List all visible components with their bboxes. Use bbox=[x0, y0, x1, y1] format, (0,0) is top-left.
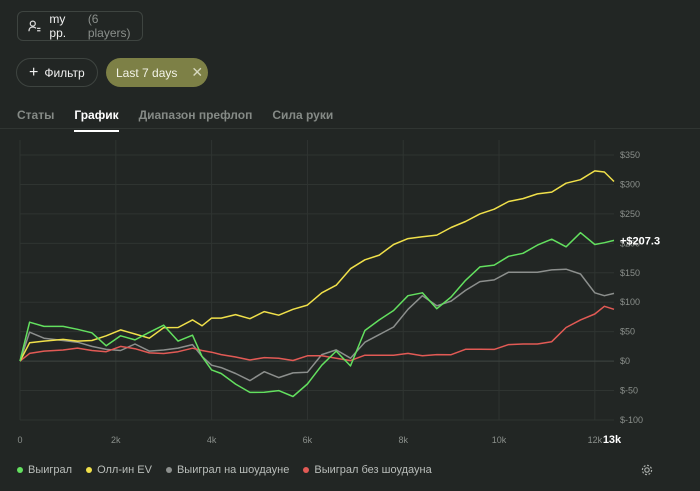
series-line bbox=[19, 231, 615, 398]
y-tick-label: $50 bbox=[620, 327, 635, 337]
legend-swatch-allin-ev bbox=[86, 467, 93, 473]
user-icon bbox=[28, 20, 41, 32]
y-tick-label: $100 bbox=[620, 297, 640, 307]
filter-button[interactable]: + Фильтр bbox=[16, 58, 98, 87]
x-tick-label: 4k bbox=[207, 435, 217, 445]
x-tick-label: 0 bbox=[17, 435, 22, 445]
legend-item-won[interactable]: Выиграл bbox=[17, 464, 72, 476]
tab-preflop-range[interactable]: Диапазон префлоп bbox=[138, 108, 253, 122]
x-tick-label: 6k bbox=[303, 435, 313, 445]
y-tick-label: $300 bbox=[620, 179, 640, 189]
legend-swatch-won bbox=[17, 467, 23, 473]
plus-icon: + bbox=[29, 63, 39, 81]
gear-icon[interactable] bbox=[640, 463, 654, 477]
x-tick-label: 12k bbox=[588, 435, 603, 445]
y-tick-label: $150 bbox=[620, 268, 640, 278]
winnings-chart[interactable]: 0 2k 4k 6k 8k 10k 12k 13k $350 $300 $250 $200 $150 $1… bbox=[0, 140, 700, 450]
legend-label-showdown: Выиграл на шоудауне bbox=[176, 464, 290, 476]
legend-swatch-showdown bbox=[165, 467, 172, 473]
y-tick-label: $200 bbox=[620, 238, 640, 248]
legend-label-won: Выиграл bbox=[28, 464, 73, 476]
x-current-label: 13k bbox=[603, 434, 622, 446]
filter-label: Фильтр bbox=[44, 65, 85, 80]
series-line bbox=[19, 305, 615, 362]
tab-graph[interactable]: График bbox=[74, 108, 119, 132]
y-tick-label: $0 bbox=[620, 356, 630, 366]
legend-item-showdown[interactable]: Выиграл на шоудауне bbox=[165, 464, 290, 476]
y-tick-label: $-50 bbox=[620, 386, 638, 396]
tab-bar: Статы График Диапазон префлоп Сила руки bbox=[17, 108, 333, 132]
x-tick-label: 10k bbox=[492, 435, 507, 445]
pool-player-count: (6 players) bbox=[87, 12, 131, 40]
legend-item-non-showdown[interactable]: Выиграл без шоудауна bbox=[303, 464, 432, 476]
tab-divider bbox=[0, 128, 700, 129]
y-tick-label: $250 bbox=[620, 209, 640, 219]
x-tick-label: 2k bbox=[111, 435, 121, 445]
date-range-chip[interactable]: Last 7 days ✕ bbox=[106, 58, 208, 87]
close-icon[interactable]: ✕ bbox=[191, 64, 204, 80]
legend-swatch-non-showdown bbox=[303, 467, 310, 473]
player-pool-button[interactable]: my pp. (6 players) bbox=[17, 11, 143, 41]
y-tick-label: $-100 bbox=[620, 415, 643, 425]
tab-stats[interactable]: Статы bbox=[17, 108, 55, 122]
series-line bbox=[19, 170, 615, 362]
pool-name: my pp. bbox=[49, 12, 67, 40]
series-line bbox=[19, 268, 615, 382]
date-range-label: Last 7 days bbox=[116, 65, 178, 80]
x-tick-label: 8k bbox=[398, 435, 408, 445]
legend-label-allin-ev: Олл-ин EV bbox=[97, 464, 152, 476]
tab-hand-strength[interactable]: Сила руки bbox=[272, 108, 334, 122]
y-tick-label: $350 bbox=[620, 150, 640, 160]
legend-label-non-showdown: Выиграл без шоудауна bbox=[314, 464, 432, 476]
legend-item-allin-ev[interactable]: Олл-ин EV bbox=[86, 464, 152, 476]
end-value-label: +$207.3 bbox=[620, 235, 660, 247]
chart-legend: Выиграл Олл-ин EV Выиграл на шоудауне Вы… bbox=[17, 464, 432, 476]
